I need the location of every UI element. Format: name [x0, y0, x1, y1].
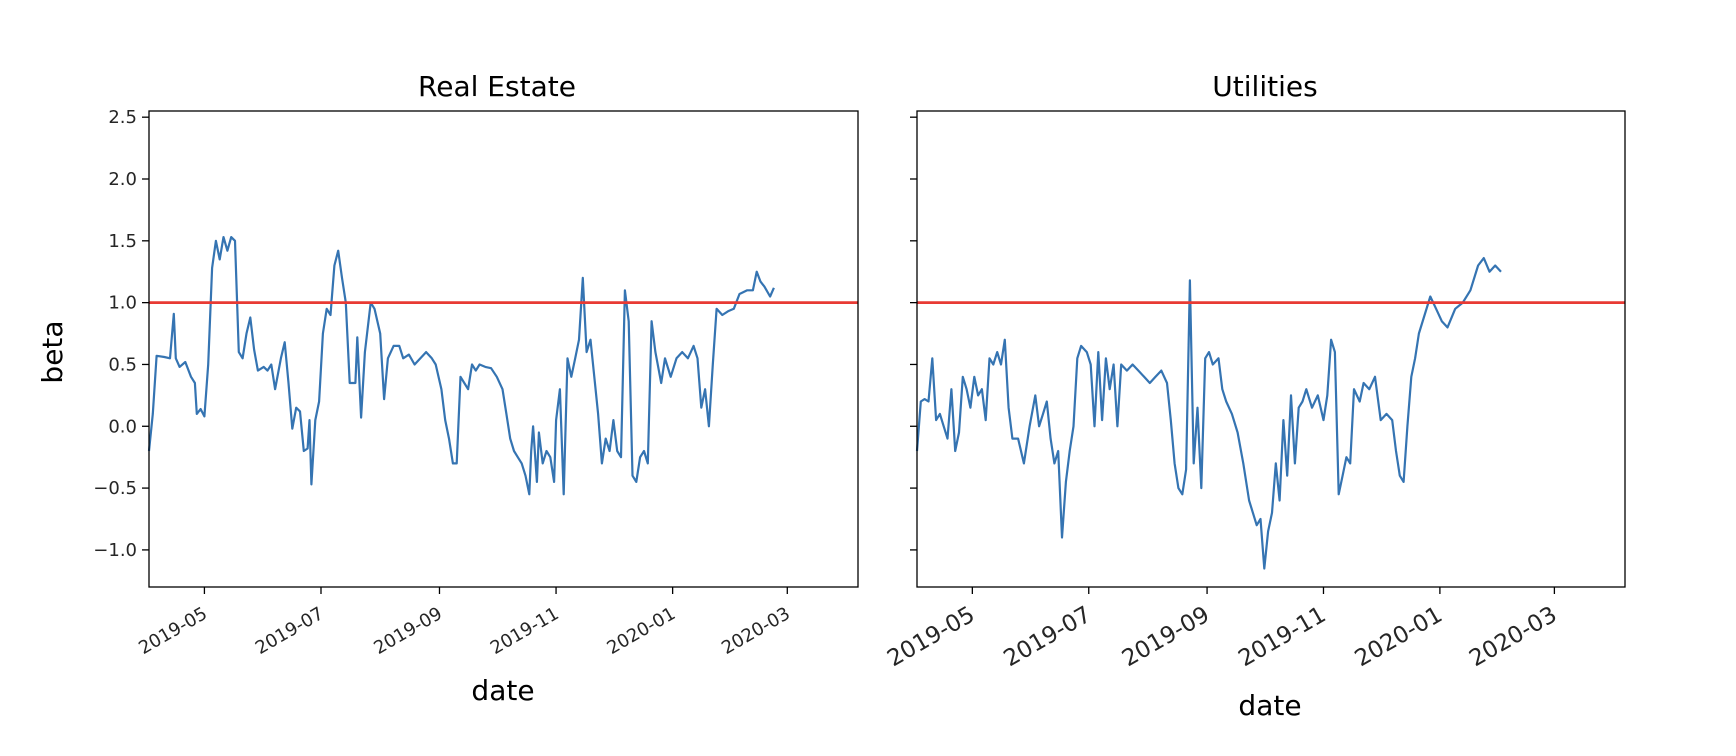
- x-tick-label: 2020-03: [1465, 602, 1561, 673]
- beta-series-line: [915, 257, 1502, 570]
- x-tick-label: 2020-01: [1351, 602, 1447, 673]
- x-tick-label: 2019-09: [370, 603, 446, 659]
- chart-title: Real Estate: [418, 70, 576, 103]
- x-tick-label: 2019-11: [487, 603, 563, 659]
- chart-title: Utilities: [1212, 70, 1317, 103]
- y-tick-label: 0.0: [108, 416, 137, 437]
- x-axis-label: date: [471, 674, 534, 707]
- y-tick-label: 2.5: [108, 107, 137, 128]
- x-tick-label: 2020-03: [718, 603, 794, 659]
- x-tick-label: 2019-09: [1118, 602, 1214, 673]
- y-axis-label: beta: [36, 320, 69, 383]
- x-tick-label: 2019-11: [1234, 602, 1330, 673]
- panel-utilities: Utilities date 2019-05 2019-07 2019-09 2019…: [883, 70, 1626, 722]
- panel-real-estate: Real Estate date beta −1.0 −0.5 0.0 0.5 1.0 1…: [36, 70, 859, 707]
- plot-frame: [148, 110, 859, 588]
- x-tick-label: 2019-05: [883, 602, 979, 673]
- beta-series-line: [147, 236, 775, 496]
- x-tick-label: 2019-07: [252, 603, 328, 659]
- y-tick-label: −1.0: [93, 540, 137, 561]
- x-tick-label: 2019-05: [135, 603, 211, 659]
- y-tick-label: 1.0: [108, 293, 137, 314]
- x-tick-label: 2020-01: [603, 603, 679, 659]
- x-tick-label: 2019-07: [1000, 602, 1096, 673]
- y-tick-label: −0.5: [93, 478, 137, 499]
- y-tick-label: 1.5: [108, 231, 137, 252]
- x-axis-label: date: [1238, 689, 1301, 722]
- y-tick-label: 2.0: [108, 169, 137, 190]
- y-tick-label: 0.5: [108, 354, 137, 375]
- plot-frame: [916, 110, 1626, 588]
